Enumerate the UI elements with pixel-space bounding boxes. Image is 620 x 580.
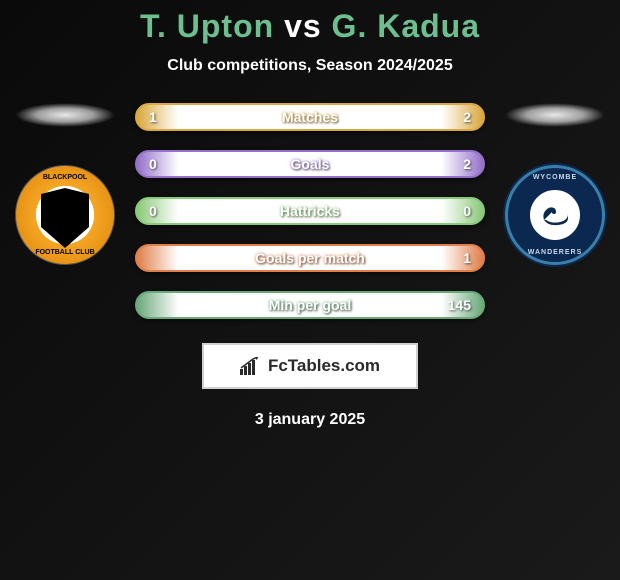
badge-right-top-text: WYCOMBE: [533, 174, 577, 181]
stat-row: 0 Hattricks 0: [135, 197, 485, 225]
badge-left-bottom-text: FOOTBALL CLUB: [35, 249, 94, 256]
stat-right-value: 2: [441, 109, 471, 125]
stat-right-value: 145: [441, 297, 471, 313]
player1-halo: [15, 103, 115, 127]
stat-label: Matches: [282, 109, 338, 125]
brand-chart-icon: [240, 357, 262, 375]
main-row: BLACKPOOL FOOTBALL CLUB 1 Matches 2 0 Goals 2…: [0, 103, 620, 319]
club-badge-left: BLACKPOOL FOOTBALL CLUB: [15, 165, 115, 265]
stat-row: 1 Matches 2: [135, 103, 485, 131]
stat-right-value: 2: [441, 156, 471, 172]
stat-row: Goals per match 1: [135, 244, 485, 272]
badge-right-bottom-text: WANDERERS: [528, 249, 583, 256]
stat-left-value: 0: [149, 203, 179, 219]
badge-right-inner: [528, 188, 582, 242]
brand-box[interactable]: FcTables.com: [202, 343, 418, 389]
stat-row: Min per goal 145: [135, 291, 485, 319]
stats-column: 1 Matches 2 0 Goals 2 0 Hattricks 0 Goals per mat…: [135, 103, 485, 319]
player2-halo: [505, 103, 605, 127]
left-column: BLACKPOOL FOOTBALL CLUB: [5, 103, 125, 265]
player1-name: T. Upton: [140, 8, 274, 44]
stat-row: 0 Goals 2: [135, 150, 485, 178]
brand-text: FcTables.com: [268, 356, 380, 376]
right-column: WYCOMBE WANDERERS: [495, 103, 615, 265]
stat-right-value: 1: [441, 250, 471, 266]
stat-right-value: 0: [441, 203, 471, 219]
vs-separator: vs: [284, 8, 322, 44]
player2-name: G. Kadua: [332, 8, 480, 44]
stat-label: Goals: [291, 156, 330, 172]
stat-label: Goals per match: [255, 250, 365, 266]
comparison-card: T. Upton vs G. Kadua Club competitions, …: [0, 0, 620, 429]
subtitle: Club competitions, Season 2024/2025: [0, 57, 620, 75]
stat-label: Hattricks: [280, 203, 340, 219]
badge-left-top-text: BLACKPOOL: [43, 174, 87, 181]
stat-left-value: 0: [149, 156, 179, 172]
swan-icon: [538, 198, 572, 233]
card-title: T. Upton vs G. Kadua: [0, 8, 620, 45]
date-line: 3 january 2025: [0, 411, 620, 429]
badge-left-shield: [41, 188, 89, 248]
stat-left-value: 1: [149, 109, 179, 125]
stat-label: Min per goal: [269, 297, 351, 313]
club-badge-right: WYCOMBE WANDERERS: [505, 165, 605, 265]
